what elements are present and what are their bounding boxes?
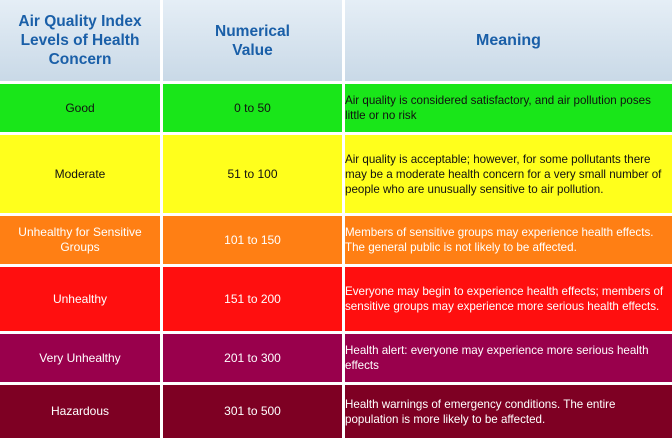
meaning-cell: Everyone may begin to experience health … — [345, 267, 672, 334]
table-row: Good 0 to 50 Air quality is considered s… — [0, 84, 672, 135]
level-cell: Good — [0, 84, 163, 135]
table-row: Very Unhealthy 201 to 300 Health alert: … — [0, 334, 672, 385]
value-cell: 201 to 300 — [163, 334, 345, 385]
meaning-cell: Air quality is considered satisfactory, … — [345, 84, 672, 135]
level-cell: Moderate — [0, 135, 163, 216]
level-cell: Hazardous — [0, 385, 163, 438]
value-cell: 101 to 150 — [163, 216, 345, 267]
header-meaning: Meaning — [345, 0, 672, 84]
meaning-cell: Health warnings of emergency conditions.… — [345, 385, 672, 438]
table-row: Moderate 51 to 100 Air quality is accept… — [0, 135, 672, 216]
value-cell: 301 to 500 — [163, 385, 345, 438]
meaning-cell: Health alert: everyone may experience mo… — [345, 334, 672, 385]
header-row: Air Quality Index Levels of Health Conce… — [0, 0, 672, 84]
header-level-text: Air Quality Index Levels of Health Conce… — [18, 13, 142, 68]
level-text: Unhealthy for Sensitive Groups — [18, 225, 142, 254]
table-row: Hazardous 301 to 500 Health warnings of … — [0, 385, 672, 438]
level-cell: Unhealthy — [0, 267, 163, 334]
header-value-text: Numerical Value — [215, 22, 290, 59]
value-cell: 151 to 200 — [163, 267, 345, 334]
header-level: Air Quality Index Levels of Health Conce… — [0, 0, 163, 84]
meaning-cell: Air quality is acceptable; however, for … — [345, 135, 672, 216]
value-cell: 0 to 50 — [163, 84, 345, 135]
table-row: Unhealthy 151 to 200 Everyone may begin … — [0, 267, 672, 334]
table-row: Unhealthy for Sensitive Groups 101 to 15… — [0, 216, 672, 267]
level-cell: Very Unhealthy — [0, 334, 163, 385]
value-cell: 51 to 100 — [163, 135, 345, 216]
header-value: Numerical Value — [163, 0, 345, 84]
meaning-cell: Members of sensitive groups may experien… — [345, 216, 672, 267]
level-cell: Unhealthy for Sensitive Groups — [0, 216, 163, 267]
